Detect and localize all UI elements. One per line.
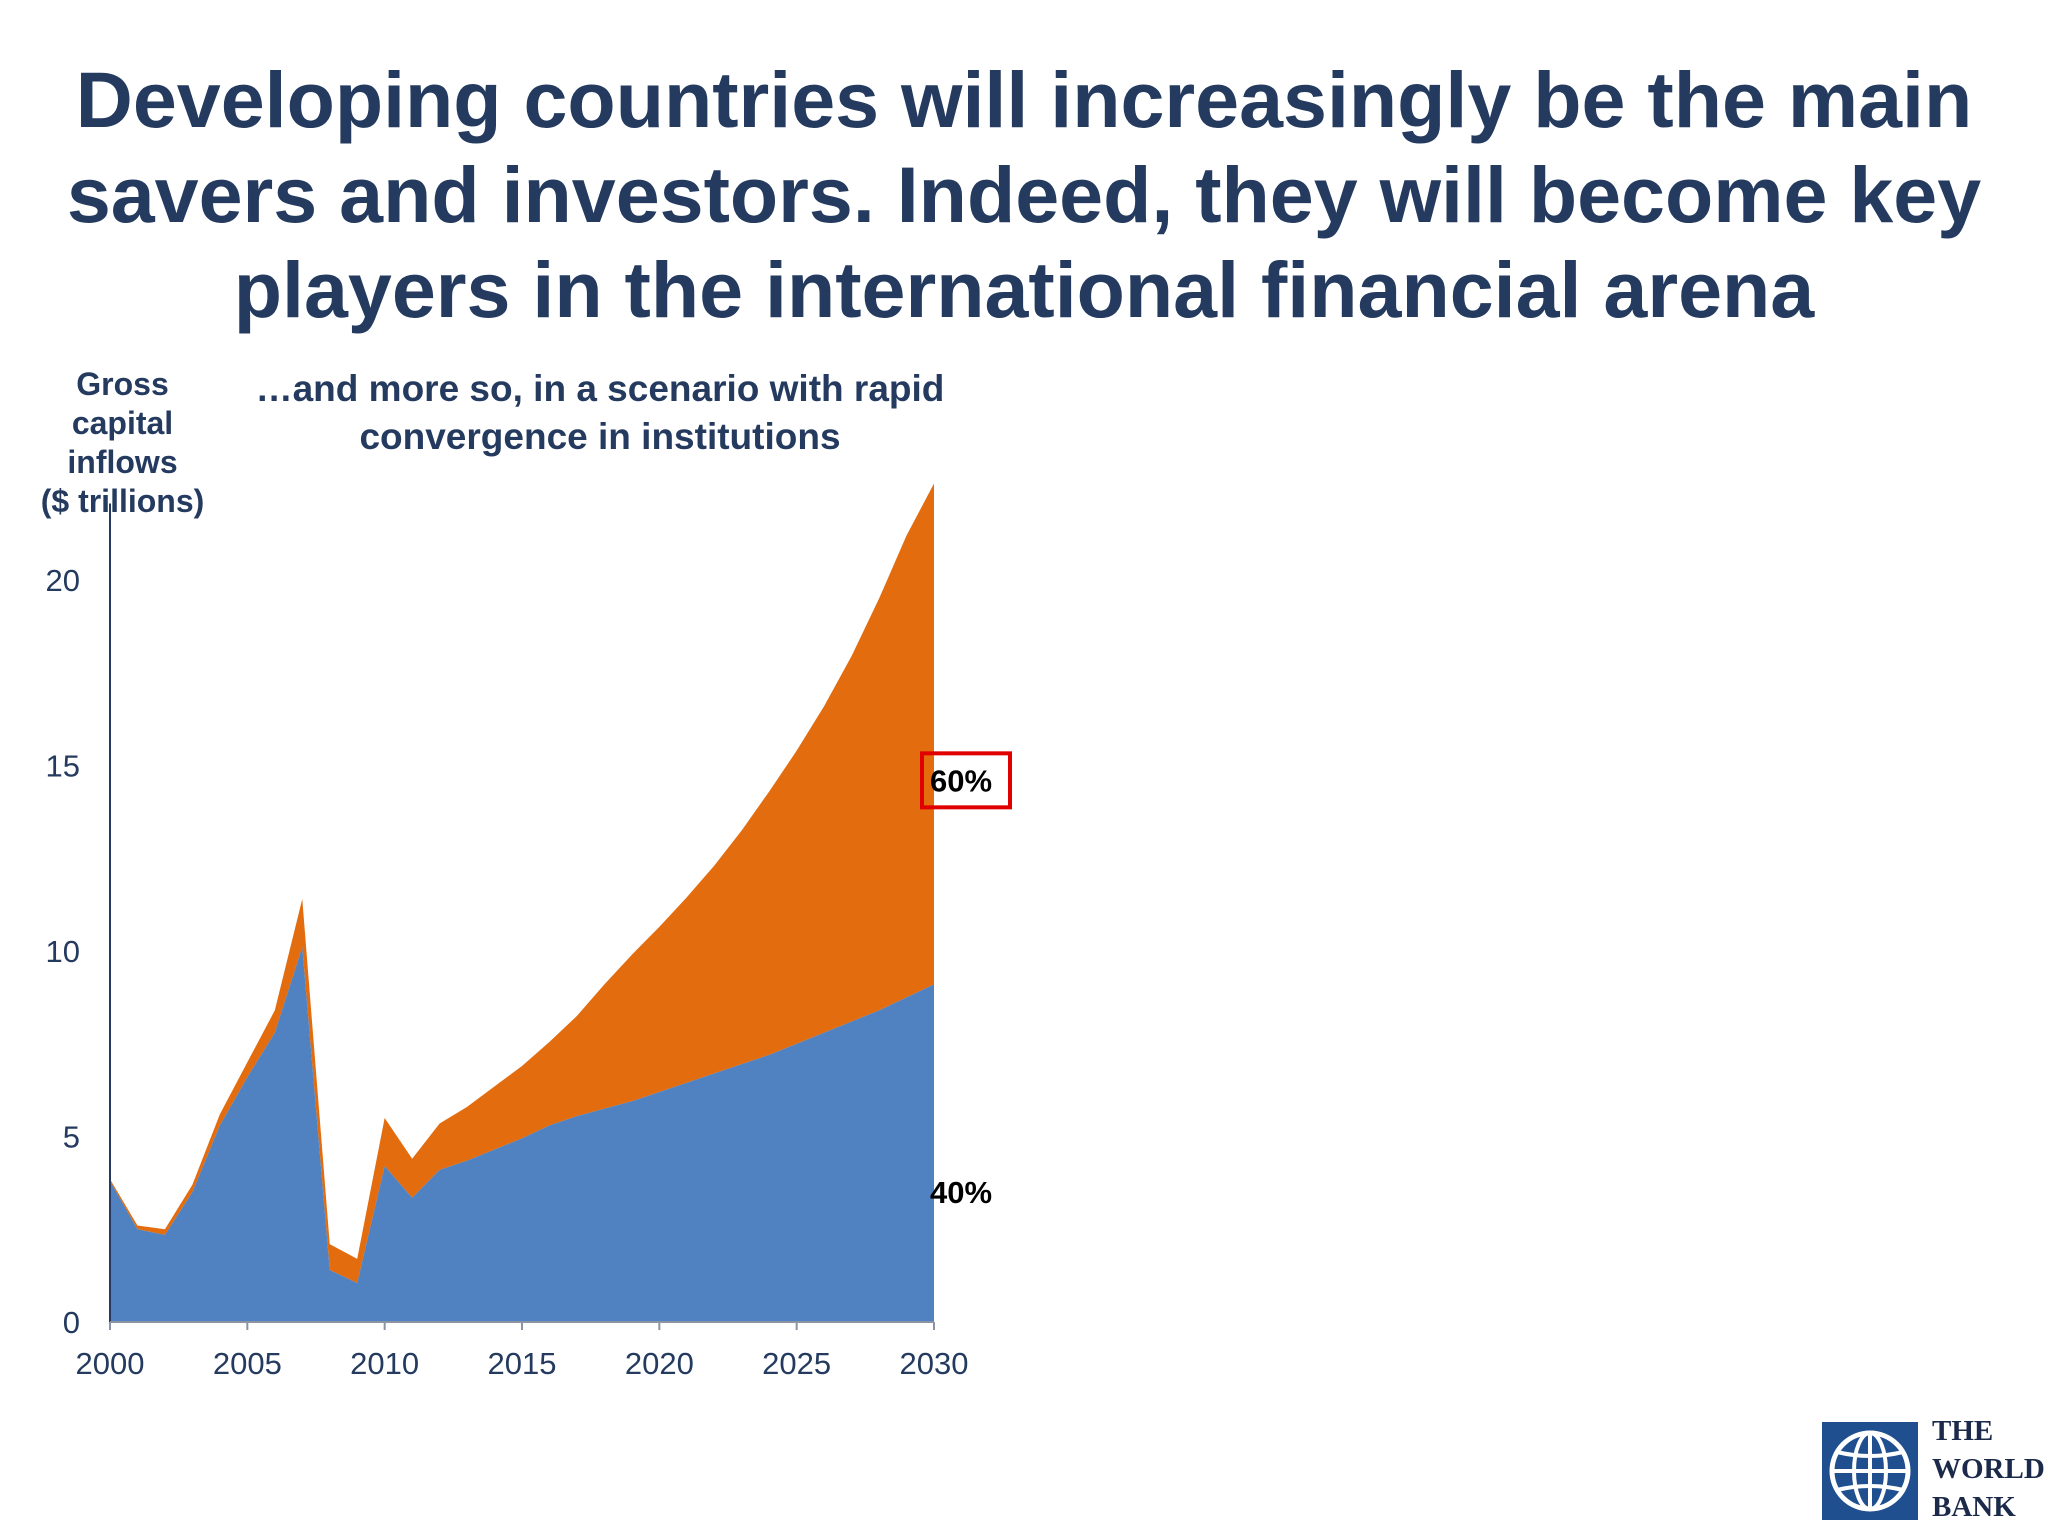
x-tick-label: 2010 <box>350 1346 419 1381</box>
x-tick-label: 2025 <box>762 1346 831 1381</box>
y-tick-label: 10 <box>46 934 80 969</box>
y-axis-title-line: ($ trillions) <box>40 483 205 519</box>
y-axis-title-line: Gross <box>76 366 169 402</box>
slide-title: Developing countries will increasingly b… <box>0 52 2048 337</box>
slide-title-line: players in the international financial a… <box>233 245 1815 334</box>
y-tick-label: 5 <box>63 1120 80 1155</box>
y-tick-label: 20 <box>46 563 80 598</box>
logo-text-line: THE <box>1932 1415 1994 1447</box>
x-tick-label: 2015 <box>488 1346 557 1381</box>
slide-title-line: Developing countries will increasingly b… <box>75 55 1973 144</box>
y-axis-title: Gross capital inflows ($ trillions) <box>20 365 225 521</box>
logo-text-line: BANK <box>1932 1491 2016 1523</box>
y-tick-label: 0 <box>63 1305 80 1340</box>
globe-icon <box>1822 1422 1918 1520</box>
logo-text-line: WORLD <box>1932 1453 2045 1485</box>
pct-label-developing: 40% <box>930 1175 992 1210</box>
area-developing-countries <box>110 947 934 1322</box>
world-bank-logo: THE WORLD BANK <box>1820 1412 2048 1536</box>
y-axis-title-line: capital <box>71 405 174 441</box>
slide-title-line: savers and investors. Indeed, they will … <box>66 150 1982 239</box>
chart-subtitle: …and more so, in a scenario with rapid c… <box>200 365 1000 461</box>
area-developed-countries <box>110 483 934 1284</box>
y-tick-label: 15 <box>46 749 80 784</box>
chart-subtitle-line: convergence in institutions <box>359 416 841 457</box>
x-tick-label: 2005 <box>213 1346 282 1381</box>
y-axis-title-line: inflows <box>67 444 178 480</box>
x-tick-label: 2000 <box>76 1346 145 1381</box>
world-bank-wordmark: THE WORLD BANK <box>1932 1412 2045 1526</box>
pct-label-highlight-box <box>920 751 1012 810</box>
pct-label-developed: 60% <box>930 763 992 798</box>
x-tick-label: 2020 <box>625 1346 694 1381</box>
chart-subtitle-line: …and more so, in a scenario with rapid <box>255 368 945 409</box>
x-tick-label: 2030 <box>900 1346 969 1381</box>
